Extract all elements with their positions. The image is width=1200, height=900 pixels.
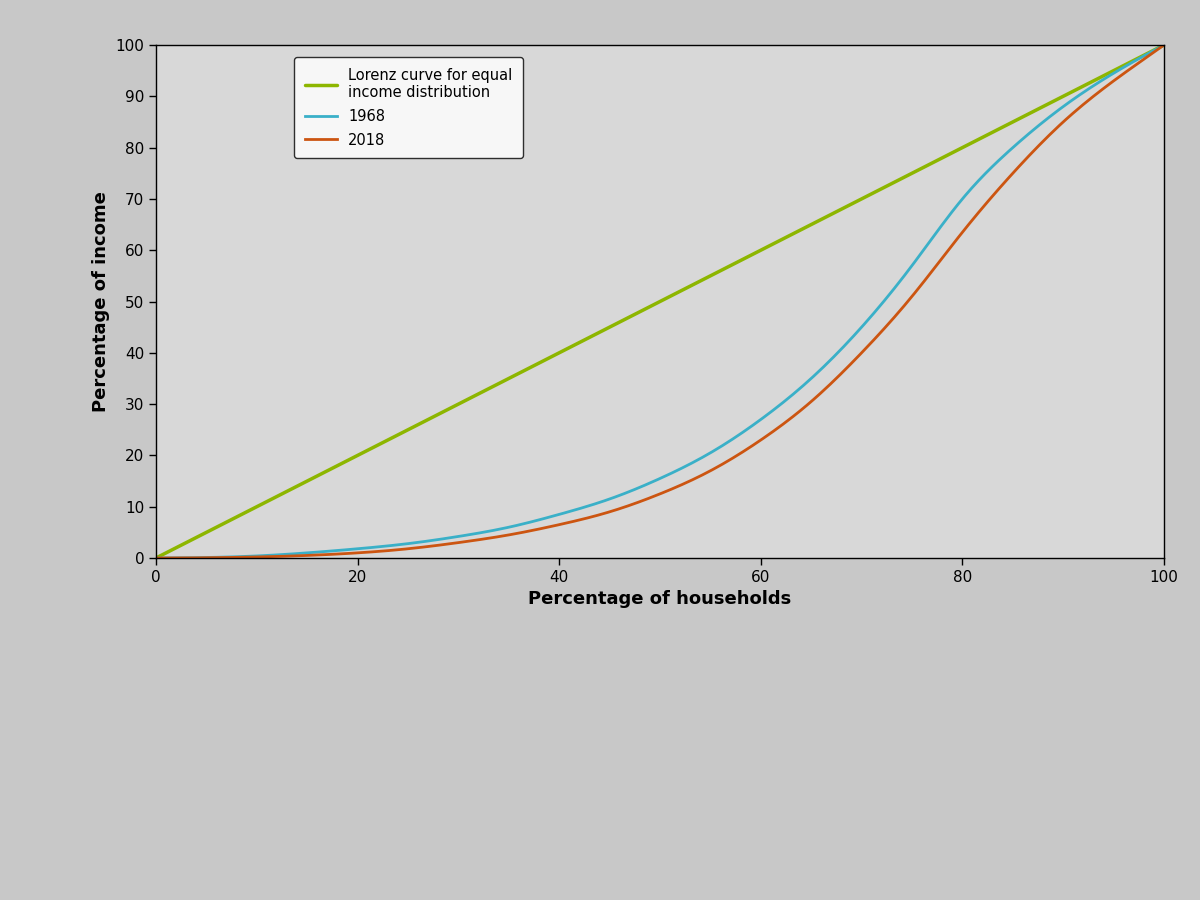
2018 xyxy=(745,440,760,451)
2018 xyxy=(766,426,780,436)
Line: 2018: 2018 xyxy=(156,45,1164,558)
X-axis label: Percentage of households: Percentage of households xyxy=(528,590,792,608)
1968 xyxy=(749,418,763,428)
1968 xyxy=(1062,96,1076,107)
1968 xyxy=(149,553,163,563)
2018 xyxy=(149,553,163,563)
1968 xyxy=(1157,40,1171,50)
1968 xyxy=(766,405,780,416)
2018 xyxy=(152,553,167,563)
1968 xyxy=(152,553,167,563)
1968 xyxy=(998,148,1013,159)
Legend: Lorenz curve for equal
income distribution, 1968, 2018: Lorenz curve for equal income distributi… xyxy=(294,58,523,158)
2018 xyxy=(998,176,1013,186)
Line: 1968: 1968 xyxy=(156,45,1164,558)
2018 xyxy=(1062,111,1076,122)
1968 xyxy=(745,420,760,431)
Y-axis label: Percentage of income: Percentage of income xyxy=(91,191,109,412)
2018 xyxy=(749,437,763,448)
2018 xyxy=(1157,40,1171,50)
